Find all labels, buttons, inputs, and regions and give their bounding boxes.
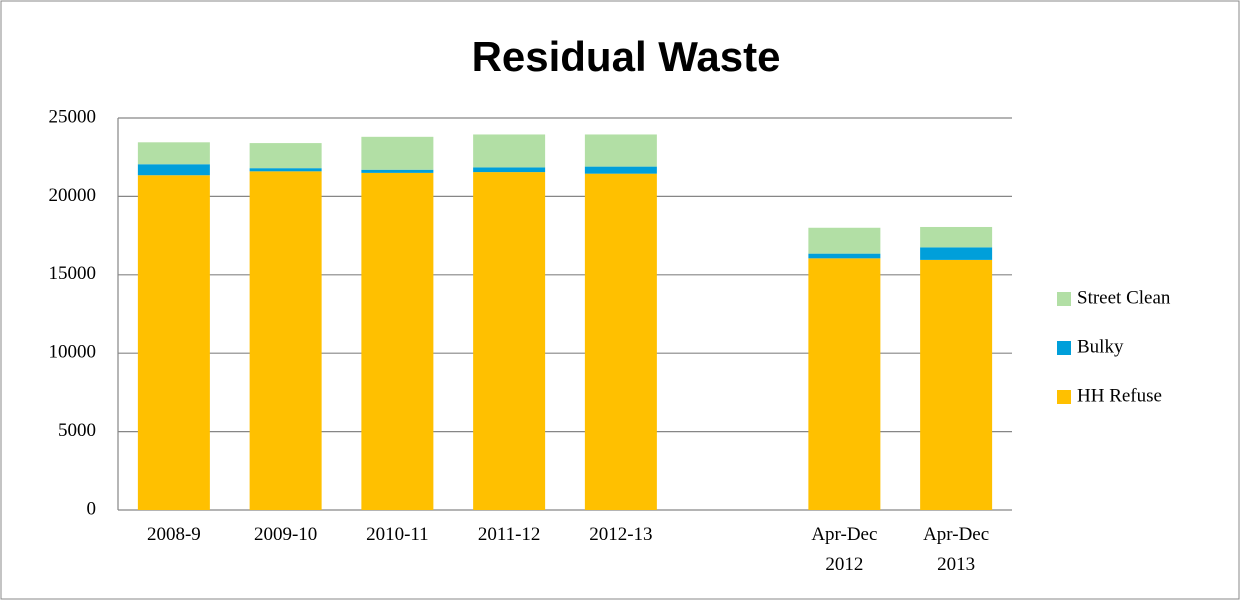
x-tick-label: Apr-Dec 2013	[923, 524, 990, 575]
legend-label: Street Clean	[1077, 287, 1171, 308]
bar-segment	[808, 258, 881, 510]
y-tick-label: 20000	[49, 185, 97, 206]
bar-segment	[920, 259, 993, 510]
bar-segment	[249, 143, 322, 169]
legend-label: Bulky	[1077, 336, 1124, 357]
bar-segment	[137, 142, 210, 165]
x-tick-label: Apr-Dec 2012	[811, 524, 878, 575]
bar-segment	[249, 168, 322, 172]
y-tick-label: 10000	[49, 342, 97, 363]
bar-segment	[808, 253, 881, 259]
bar-segment	[473, 167, 546, 173]
bar-segment	[920, 247, 993, 260]
legend-swatch	[1057, 341, 1071, 355]
bar-segment	[473, 134, 546, 168]
bar-segment	[920, 226, 993, 248]
y-tick-label: 0	[87, 498, 97, 519]
bar-segment	[808, 227, 881, 254]
bar-segment	[137, 164, 210, 176]
bar-segment	[137, 175, 210, 510]
bar-segment	[361, 169, 434, 173]
bar-segment	[473, 172, 546, 510]
y-tick-label: 15000	[49, 263, 97, 284]
x-tick-label: 2008-9	[146, 524, 201, 545]
bar-segment	[584, 166, 657, 174]
x-tick-label: 2011-12	[477, 524, 541, 545]
x-tick-label: 2010-11	[366, 524, 429, 545]
bar-segment	[361, 136, 434, 170]
bar-segment	[584, 134, 657, 167]
legend-swatch	[1057, 390, 1071, 404]
legend-swatch	[1057, 292, 1071, 306]
x-tick-label: 2009-10	[253, 524, 318, 545]
y-tick-label: 5000	[58, 420, 96, 441]
x-tick-label: 2012-13	[589, 524, 653, 545]
chart-title: Residual Waste	[472, 33, 781, 80]
y-tick-label: 25000	[49, 106, 97, 127]
legend-label: HH Refuse	[1077, 385, 1162, 406]
bar-segment	[249, 171, 322, 510]
bar-segment	[361, 172, 434, 510]
bar-segment	[584, 173, 657, 510]
